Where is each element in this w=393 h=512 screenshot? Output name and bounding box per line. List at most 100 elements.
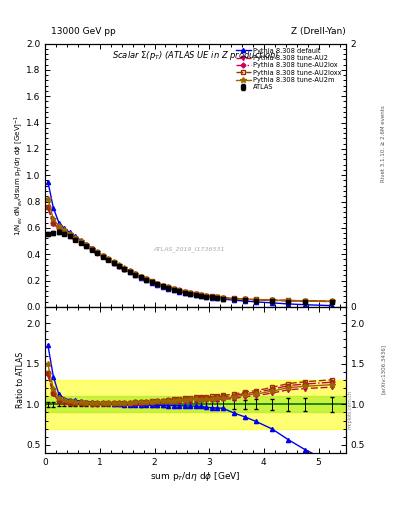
Pythia 8.308 tune-AU2lox [62,228,67,234]
Pythia 8.308 tune-AU2 [122,266,127,272]
Pythia 8.308 tune-AU2m [117,263,121,269]
Bar [45,396,346,413]
Pythia 8.308 default [46,179,50,185]
Pythia 8.308 tune-AU2loxx [128,268,132,274]
Pythia 8.308 tune-AU2loxx [286,297,291,304]
Pythia 8.308 tune-AU2m [133,271,138,277]
Pythia 8.308 default [155,282,160,288]
Pythia 8.308 tune-AU2lox [138,274,143,280]
Pythia 8.308 tune-AU2lox [122,266,127,272]
Pythia 8.308 tune-AU2lox [231,295,236,302]
Pythia 8.308 default [62,225,67,231]
Y-axis label: Ratio to ATLAS: Ratio to ATLAS [16,352,25,408]
Pythia 8.308 tune-AU2loxx [242,296,247,302]
Pythia 8.308 tune-AU2lox [209,293,214,300]
Pythia 8.308 tune-AU2loxx [100,253,105,259]
Pythia 8.308 tune-AU2loxx [62,228,67,234]
Pythia 8.308 tune-AU2 [68,232,72,238]
Pythia 8.308 tune-AU2m [78,238,83,244]
Pythia 8.308 tune-AU2lox [270,297,274,303]
Pythia 8.308 tune-AU2m [171,286,176,292]
Pythia 8.308 default [84,241,88,247]
Pythia 8.308 tune-AU2m [177,287,182,293]
Pythia 8.308 tune-AU2 [78,239,83,245]
Pythia 8.308 tune-AU2 [231,296,236,302]
Pythia 8.308 tune-AU2loxx [270,297,274,303]
Text: 13000 GeV pp: 13000 GeV pp [51,27,116,36]
Pythia 8.308 tune-AU2 [270,297,274,304]
Pythia 8.308 tune-AU2 [111,260,116,266]
Pythia 8.308 tune-AU2loxx [138,273,143,280]
Pythia 8.308 tune-AU2loxx [160,283,165,289]
Pythia 8.308 default [160,284,165,290]
Pythia 8.308 tune-AU2loxx [253,296,258,303]
Pythia 8.308 tune-AU2 [117,263,121,269]
Pythia 8.308 tune-AU2lox [198,292,203,298]
Pythia 8.308 tune-AU2lox [111,260,116,266]
Pythia 8.308 tune-AU2m [128,268,132,274]
Pythia 8.308 tune-AU2lox [133,271,138,278]
Pythia 8.308 tune-AU2 [51,221,56,227]
Pythia 8.308 tune-AU2loxx [73,236,78,242]
Pythia 8.308 tune-AU2lox [46,204,50,210]
Pythia 8.308 tune-AU2lox [128,268,132,274]
Pythia 8.308 tune-AU2 [128,269,132,275]
Text: Scalar $\Sigma$(p$_T$) (ATLAS UE in Z production): Scalar $\Sigma$(p$_T$) (ATLAS UE in Z pr… [112,49,279,62]
Pythia 8.308 default [231,297,236,303]
Pythia 8.308 tune-AU2 [188,290,193,296]
Pythia 8.308 tune-AU2lox [242,296,247,302]
Pythia 8.308 default [177,288,182,294]
Pythia 8.308 tune-AU2m [100,253,105,259]
Pythia 8.308 default [144,277,149,283]
Pythia 8.308 tune-AU2m [160,283,165,289]
Pythia 8.308 default [166,286,171,292]
Pythia 8.308 tune-AU2loxx [166,284,171,290]
Pythia 8.308 tune-AU2m [270,297,274,303]
Pythia 8.308 default [220,296,225,302]
Pythia 8.308 tune-AU2m [215,294,220,301]
Pythia 8.308 tune-AU2 [46,205,50,211]
Pythia 8.308 tune-AU2 [198,292,203,298]
Pythia 8.308 tune-AU2lox [182,289,187,295]
Pythia 8.308 tune-AU2m [330,298,334,305]
Pythia 8.308 tune-AU2loxx [193,291,198,297]
Pythia 8.308 tune-AU2loxx [215,294,220,300]
Pythia 8.308 default [106,257,110,263]
Pythia 8.308 tune-AU2loxx [68,232,72,238]
Pythia 8.308 tune-AU2m [122,265,127,271]
Pythia 8.308 tune-AU2m [68,231,72,237]
Pythia 8.308 tune-AU2lox [68,232,72,238]
Pythia 8.308 default [215,295,220,302]
Bar [45,380,346,429]
Pythia 8.308 tune-AU2 [286,297,291,304]
Pythia 8.308 tune-AU2loxx [182,288,187,294]
Pythia 8.308 tune-AU2lox [177,287,182,293]
Pythia 8.308 tune-AU2m [144,276,149,282]
Pythia 8.308 tune-AU2lox [171,286,176,292]
Pythia 8.308 tune-AU2m [253,296,258,303]
Pythia 8.308 tune-AU2 [160,283,165,289]
Pythia 8.308 tune-AU2m [303,298,307,304]
Pythia 8.308 tune-AU2lox [149,279,154,285]
Pythia 8.308 tune-AU2m [57,223,61,229]
Pythia 8.308 tune-AU2m [155,281,160,287]
Pythia 8.308 tune-AU2loxx [84,242,88,248]
Pythia 8.308 tune-AU2 [204,293,209,299]
Pythia 8.308 tune-AU2loxx [57,225,61,231]
Line: Pythia 8.308 tune-AU2lox: Pythia 8.308 tune-AU2lox [46,205,334,303]
Pythia 8.308 default [188,291,193,297]
Pythia 8.308 tune-AU2m [198,292,203,298]
Pythia 8.308 tune-AU2loxx [155,281,160,287]
Pythia 8.308 tune-AU2loxx [177,287,182,293]
Pythia 8.308 tune-AU2m [220,295,225,301]
Pythia 8.308 tune-AU2m [138,273,143,280]
Pythia 8.308 default [57,220,61,226]
Pythia 8.308 tune-AU2m [106,256,110,262]
Pythia 8.308 tune-AU2loxx [51,220,56,226]
Pythia 8.308 tune-AU2loxx [198,292,203,298]
Pythia 8.308 tune-AU2m [149,279,154,285]
Text: ATLAS_2019_I1736531: ATLAS_2019_I1736531 [154,246,225,252]
Pythia 8.308 tune-AU2m [84,242,88,248]
Pythia 8.308 tune-AU2 [330,298,334,305]
Pythia 8.308 default [100,253,105,259]
